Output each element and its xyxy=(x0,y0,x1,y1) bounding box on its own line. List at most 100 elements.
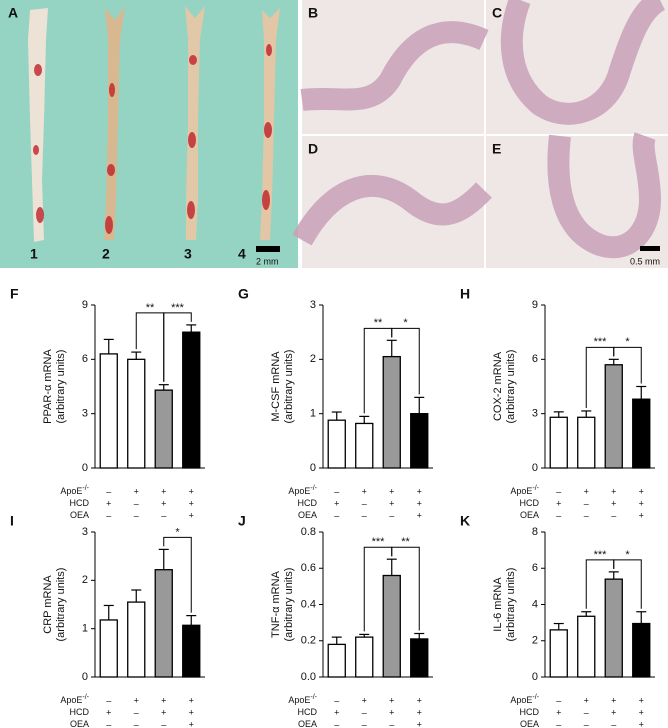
aorta-number: 3 xyxy=(184,246,192,262)
condition-label: HCD xyxy=(298,498,318,508)
significance-bracket xyxy=(613,559,642,609)
scale-label: 2 mm xyxy=(256,256,279,266)
condition-sign: – xyxy=(161,719,166,728)
condition-sign: – xyxy=(611,510,616,520)
condition-name: ApoE xyxy=(60,695,82,705)
aorta-number: 1 xyxy=(30,246,38,262)
bar xyxy=(577,615,596,678)
condition-label: OEA xyxy=(298,719,317,728)
y-tick-label: 8 xyxy=(532,526,538,538)
y-tick-label: 0.4 xyxy=(301,598,316,610)
bar xyxy=(154,389,173,469)
condition-label: ApoE-/- xyxy=(60,694,89,706)
y-axis-label: (arbitrary units) xyxy=(55,350,67,424)
condition-name: OEA xyxy=(520,510,539,520)
condition-label: ApoE-/- xyxy=(510,694,539,706)
condition-sign: + xyxy=(584,486,589,496)
y-axis-label: (arbitrary units) xyxy=(55,568,67,642)
condition-sign: + xyxy=(639,707,644,717)
condition-sup: -/- xyxy=(310,694,317,701)
condition-sign: – xyxy=(556,510,561,520)
y-tick-label: 3 xyxy=(532,408,538,420)
condition-name: OEA xyxy=(70,510,89,520)
bar xyxy=(182,331,201,469)
bar xyxy=(99,353,118,469)
condition-sign: + xyxy=(417,695,422,705)
condition-name: HCD xyxy=(298,707,318,717)
condition-sign: + xyxy=(584,695,589,705)
condition-sign: – xyxy=(161,510,166,520)
condition-sign: – xyxy=(134,719,139,728)
condition-sign: – xyxy=(334,695,339,705)
condition-name: ApoE xyxy=(510,486,532,496)
significance-label: * xyxy=(403,317,408,329)
significance-label: ** xyxy=(401,536,410,548)
bar xyxy=(632,398,651,469)
panel-label: G xyxy=(238,286,249,302)
condition-sign: + xyxy=(362,695,367,705)
condition-sign: + xyxy=(611,486,616,496)
condition-sign: + xyxy=(417,510,422,520)
bar xyxy=(99,619,118,678)
condition-sign: – xyxy=(362,510,367,520)
condition-name: HCD xyxy=(520,707,540,717)
condition-sign: + xyxy=(161,486,166,496)
condition-sign: + xyxy=(161,695,166,705)
condition-sign: – xyxy=(362,498,367,508)
condition-sign: + xyxy=(189,498,194,508)
y-axis-label: CRP mRNA xyxy=(42,575,54,634)
bar xyxy=(154,569,173,678)
condition-label: HCD xyxy=(520,707,540,717)
panel-label: J xyxy=(238,513,246,529)
panel-label: B xyxy=(308,5,318,21)
condition-sign: – xyxy=(334,486,339,496)
condition-label: OEA xyxy=(520,510,539,520)
condition-sign: + xyxy=(189,707,194,717)
condition-sign: + xyxy=(417,498,422,508)
bar xyxy=(327,419,346,469)
condition-sign: – xyxy=(106,695,111,705)
scale-bar xyxy=(256,246,280,252)
y-tick-label: 1 xyxy=(82,623,88,635)
significance-label: *** xyxy=(594,549,608,561)
y-axis-label: COX-2 mRNA xyxy=(492,351,504,421)
y-tick-label: 3 xyxy=(310,299,316,311)
condition-sign: + xyxy=(639,486,644,496)
condition-sign: – xyxy=(556,695,561,705)
y-tick-label: 0.8 xyxy=(301,526,316,538)
significance-label: * xyxy=(175,526,180,538)
y-axis-label: M-CSF mRNA xyxy=(270,351,282,422)
y-tick-label: 0 xyxy=(532,462,538,474)
significance-label: ** xyxy=(146,302,155,314)
y-tick-label: 0.0 xyxy=(301,671,316,683)
condition-sign: – xyxy=(584,719,589,728)
condition-name: HCD xyxy=(70,707,90,717)
condition-sign: + xyxy=(639,695,644,705)
condition-name: OEA xyxy=(298,719,317,728)
condition-sign: – xyxy=(134,498,139,508)
panel-label: E xyxy=(492,141,501,157)
condition-sign: – xyxy=(334,510,339,520)
condition-sign: + xyxy=(389,707,394,717)
condition-label: HCD xyxy=(298,707,318,717)
bar xyxy=(355,636,374,678)
condition-sign: + xyxy=(334,707,339,717)
significance-bracket xyxy=(163,312,192,382)
condition-sign: – xyxy=(584,498,589,508)
bar xyxy=(327,643,346,678)
condition-sign: + xyxy=(639,498,644,508)
condition-sign: – xyxy=(389,719,394,728)
condition-sign: + xyxy=(161,498,166,508)
condition-sign: – xyxy=(106,486,111,496)
condition-name: ApoE xyxy=(288,695,310,705)
condition-sign: + xyxy=(417,707,422,717)
condition-sign: – xyxy=(556,486,561,496)
bar xyxy=(355,422,374,469)
condition-sign: – xyxy=(106,719,111,728)
panel-label: H xyxy=(460,286,470,302)
condition-name: ApoE xyxy=(288,486,310,496)
bar xyxy=(577,416,596,469)
y-axis-label: PPAR-α mRNA xyxy=(42,349,54,424)
significance-label: * xyxy=(625,549,630,561)
condition-sign: + xyxy=(189,695,194,705)
